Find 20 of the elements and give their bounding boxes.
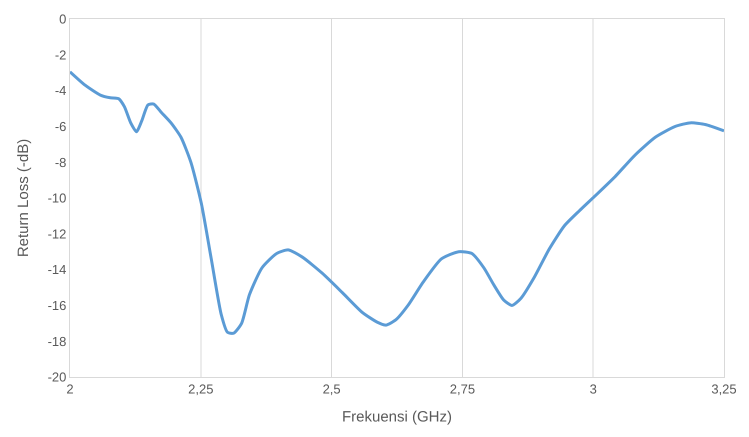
y-tick-label: -10	[48, 190, 66, 206]
y-tick-label: -16	[48, 298, 66, 313]
line-series	[70, 70, 724, 335]
y-tick-label: -12	[48, 226, 66, 242]
y-tick-label: 0	[59, 12, 66, 27]
y-tick-label: -20	[48, 370, 66, 385]
y-tick-label: -18	[48, 334, 66, 349]
y-axis-title: Return Loss (-dB)	[14, 138, 32, 258]
y-tick-label: -2	[54, 47, 66, 62]
x-tick-label: 2,5	[322, 382, 341, 397]
x-tick-label: 3,25	[711, 382, 737, 397]
y-tick-label: -4	[54, 83, 66, 98]
y-tick-label: -6	[54, 118, 66, 134]
x-axis-title: Frekuensi (GHz)	[342, 408, 452, 426]
y-tick-label: -8	[54, 154, 66, 170]
x-tick-label: 3	[590, 382, 597, 397]
x-tick-label: 2	[66, 382, 74, 397]
x-tick-label: 2,75	[450, 382, 476, 397]
x-tick-label: 2,25	[188, 382, 214, 397]
y-tick-label: -14	[48, 262, 66, 278]
